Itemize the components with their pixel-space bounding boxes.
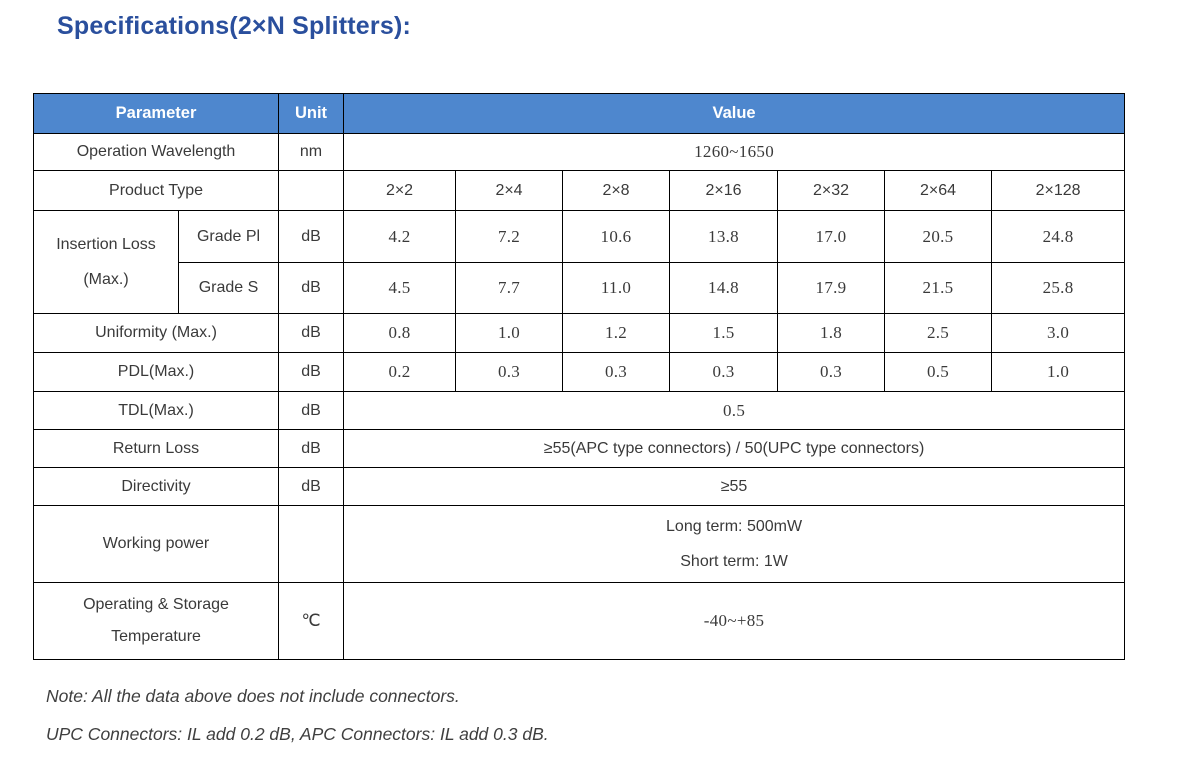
value-cell: 2×16	[669, 170, 779, 211]
value-cell: 2×32	[777, 170, 886, 211]
unit-cell: dB	[278, 391, 345, 430]
unit-cell: ℃	[278, 582, 345, 660]
value-cell: 7.2	[455, 210, 564, 263]
value-cell: 7.7	[455, 262, 564, 314]
value-cell: 4.5	[343, 262, 457, 314]
value-cell: 2.5	[884, 313, 993, 353]
value-cell: 0.3	[455, 352, 564, 392]
param-label: Operation Wavelength	[32, 133, 280, 171]
unit-cell: dB	[278, 352, 345, 392]
param-label: Uniformity (Max.)	[32, 313, 280, 353]
unit-cell: dB	[278, 262, 345, 314]
value-cell: ≥55(APC type connectors) / 50(UPC type c…	[343, 429, 1126, 468]
unit-cell: dB	[278, 467, 345, 506]
value-cell: 2×64	[884, 170, 993, 211]
row-return-loss: Return Loss dB ≥55(APC type connectors) …	[32, 429, 1126, 468]
header-unit: Unit	[278, 93, 345, 134]
unit-cell	[278, 170, 345, 211]
temperature-label-line2: Temperature	[111, 628, 201, 645]
param-label: Return Loss	[32, 429, 280, 468]
value-cell: 1.0	[455, 313, 564, 353]
grade-label: Grade S	[177, 262, 280, 314]
value-cell: 0.8	[343, 313, 457, 353]
temperature-label-line1: Operating & Storage	[83, 596, 229, 613]
value-cell: 2×2	[343, 170, 457, 211]
value-cell: 1.5	[669, 313, 779, 353]
unit-cell	[278, 505, 345, 583]
param-label: Product Type	[32, 170, 280, 211]
value-cell: 0.5	[343, 391, 1126, 430]
specifications-table: Parameter Unit Value Operation Wavelengt…	[32, 93, 1126, 660]
row-product-type: Product Type 2×2 2×4 2×8 2×16 2×32 2×64 …	[32, 170, 1126, 211]
row-directivity: Directivity dB ≥55	[32, 467, 1126, 506]
value-cell: 25.8	[991, 262, 1126, 314]
value-cell: 17.9	[777, 262, 886, 314]
value-cell: 0.3	[562, 352, 671, 392]
param-label: Operating & Storage Temperature	[32, 582, 280, 660]
value-cell: ≥55	[343, 467, 1126, 506]
param-label: Insertion Loss (Max.)	[33, 210, 179, 314]
param-label: Directivity	[32, 467, 280, 506]
value-cell: 1.2	[562, 313, 671, 353]
param-label: PDL(Max.)	[32, 352, 280, 392]
value-cell: -40~+85	[343, 582, 1126, 660]
row-temperature: Operating & Storage Temperature ℃ -40~+8…	[32, 582, 1126, 660]
value-cell: 0.3	[777, 352, 886, 392]
row-pdl: PDL(Max.) dB 0.2 0.3 0.3 0.3 0.3 0.5 1.0	[32, 352, 1126, 392]
header-parameter: Parameter	[32, 93, 280, 134]
value-cell: 13.8	[669, 210, 779, 263]
param-label: TDL(Max.)	[32, 391, 280, 430]
value-cell: 2×4	[455, 170, 564, 211]
value-cell: 24.8	[991, 210, 1126, 263]
unit-cell: dB	[278, 429, 345, 468]
value-cell: 17.0	[777, 210, 886, 263]
row-tdl: TDL(Max.) dB 0.5	[32, 391, 1126, 430]
table-header-row: Parameter Unit Value	[32, 93, 1126, 134]
header-value: Value	[343, 93, 1126, 134]
value-cell: Long term: 500mW Short term: 1W	[343, 505, 1126, 583]
row-operation-wavelength: Operation Wavelength nm 1260~1650	[32, 133, 1126, 171]
row-working-power: Working power Long term: 500mW Short ter…	[32, 505, 1126, 583]
unit-cell: dB	[278, 210, 345, 263]
unit-cell: nm	[278, 133, 345, 171]
value-cell: 11.0	[562, 262, 671, 314]
value-cell: 4.2	[343, 210, 457, 263]
row-insertion-loss-grade-s: Grade S dB 4.5 7.7 11.0 14.8 17.9 21.5 2…	[34, 262, 1126, 314]
grade-label: Grade Pl	[177, 210, 280, 263]
note-connectors: Note: All the data above does not includ…	[46, 686, 460, 706]
working-power-long-term: Long term: 500mW	[666, 517, 803, 535]
value-cell: 21.5	[884, 262, 993, 314]
value-cell: 1260~1650	[343, 133, 1126, 171]
unit-cell: dB	[278, 313, 345, 353]
value-cell: 1.0	[991, 352, 1126, 392]
insertion-loss-label-line2: (Max.)	[83, 270, 129, 288]
value-cell: 0.3	[669, 352, 779, 392]
param-label: Working power	[32, 505, 280, 583]
note-il-add: UPC Connectors: IL add 0.2 dB, APC Conne…	[46, 724, 549, 744]
value-cell: 3.0	[991, 313, 1126, 353]
value-cell: 2×8	[562, 170, 671, 211]
value-cell: 20.5	[884, 210, 993, 263]
value-cell: 2×128	[991, 170, 1126, 211]
working-power-short-term: Short term: 1W	[680, 552, 788, 570]
value-cell: 1.8	[777, 313, 886, 353]
value-cell: 10.6	[562, 210, 671, 263]
value-cell: 0.5	[884, 352, 993, 392]
value-cell: 14.8	[669, 262, 779, 314]
row-uniformity: Uniformity (Max.) dB 0.8 1.0 1.2 1.5 1.8…	[32, 313, 1126, 353]
row-insertion-loss-grade-pl: Insertion Loss (Max.) Grade Pl dB 4.2 7.…	[33, 210, 1126, 314]
page-title: Specifications(2×N Splitters):	[57, 12, 411, 40]
insertion-loss-label-line1: Insertion Loss	[56, 235, 156, 253]
value-cell: 0.2	[343, 352, 457, 392]
